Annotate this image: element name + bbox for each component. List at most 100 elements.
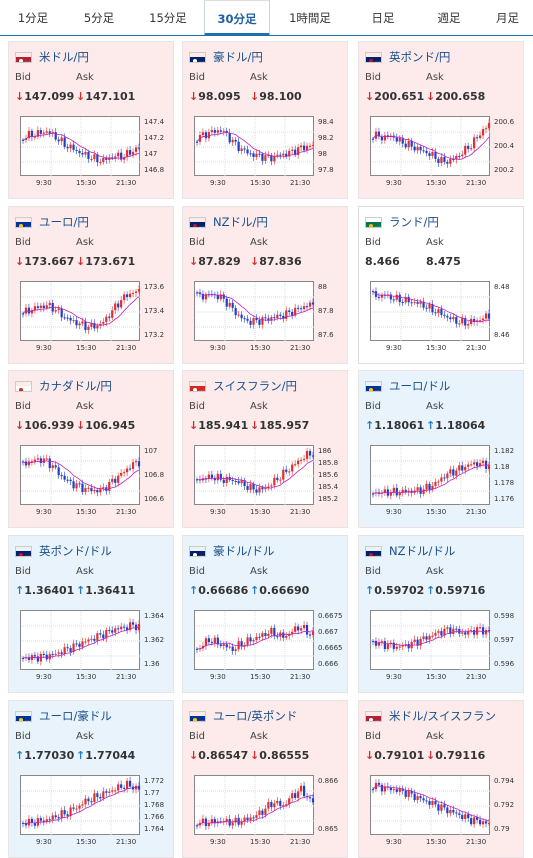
currency-card[interactable]: 英ポンド/ドル Bid Ask ↑1.36401 ↑1.36411 1.364 1.362 1… — [8, 535, 174, 693]
candle-body — [131, 292, 135, 294]
chart-plot — [20, 116, 141, 177]
arrow-down-icon: ↓ — [76, 419, 86, 432]
card-header: ユーロ/英ポンド — [189, 708, 297, 724]
candle-body — [467, 145, 470, 149]
pair-name[interactable]: カナダドル/円 — [39, 379, 112, 393]
y-tick-label: 87.8 — [318, 307, 334, 315]
pair-name[interactable]: ユーロ/英ポンド — [213, 709, 298, 723]
candle-body — [279, 800, 282, 806]
x-tick-label: 9:30 — [210, 508, 226, 516]
tab-6[interactable]: 週足 — [437, 11, 461, 25]
candle-body — [237, 141, 240, 151]
pair-name[interactable]: 米ドル/スイスフラン — [389, 709, 497, 723]
candle-body — [452, 628, 455, 634]
tab-3[interactable]: 30分足 — [204, 0, 270, 36]
price-chart[interactable]: 186 185.8 185.6 185.4 185.2 9:30 15:30 21:30 — [194, 445, 346, 519]
currency-card[interactable]: NZドル/ドル Bid Ask ↑0.59702 ↑0.59716 0.598 0.597 0… — [358, 535, 524, 693]
price-chart[interactable]: 98.4 98.2 98 97.8 9:30 15:30 21:30 — [194, 116, 346, 190]
currency-card[interactable]: 英ポンド/円 Bid Ask ↓200.651 ↓200.658 200.6 200.4 20… — [358, 41, 524, 199]
pair-name[interactable]: 英ポンド/円 — [389, 50, 451, 64]
price-chart[interactable]: 0.866 0.865 9:30 15:30 21:30 — [194, 775, 346, 849]
currency-card[interactable]: 米ドル/スイスフラン Bid Ask ↓0.79101 ↓0.79116 0.794 0.7… — [358, 700, 524, 858]
tab-4[interactable]: 1時間足 — [289, 11, 331, 25]
candle-body — [66, 317, 69, 319]
y-tick-label: 8.46 — [494, 331, 510, 339]
currency-card[interactable]: ユーロ/ドル Bid Ask ↑1.18061 ↑1.18064 1.182 1.18 1.1… — [358, 370, 524, 528]
arrow-up-icon: ↑ — [365, 419, 375, 432]
pair-name[interactable]: NZドル/円 — [213, 215, 268, 229]
candle-body — [434, 152, 437, 159]
tab-1[interactable]: 5分足 — [83, 11, 115, 25]
arrow-up-icon: ↑ — [189, 584, 199, 597]
candle-body — [258, 810, 261, 816]
pair-name[interactable]: ユーロ/ドル — [389, 379, 451, 393]
price-chart[interactable]: 1.182 1.18 1.178 1.176 9:30 15:30 21:30 — [370, 445, 522, 519]
candle-body — [114, 628, 117, 633]
candle-body — [240, 480, 243, 484]
candle-body — [476, 817, 479, 820]
candle-body — [464, 632, 467, 635]
currency-card[interactable]: NZドル/円 Bid Ask ↓87.829 ↓87.836 88 87.8 87.6 9:30… — [182, 206, 348, 364]
price-chart[interactable]: 0.598 0.597 0.596 9:30 15:30 21:30 — [370, 610, 522, 684]
currency-card[interactable]: カナダドル/円 Bid Ask ↓106.939 ↓106.945 107 106.8 106… — [8, 370, 174, 528]
ask-value: ↓0.86555 — [250, 749, 310, 762]
tab-5[interactable]: 日足 — [371, 11, 395, 25]
candle-body — [428, 801, 431, 805]
price-chart[interactable]: 8.48 8.46 9:30 15:30 21:30 — [370, 281, 522, 355]
tab-7[interactable]: 月足 — [496, 11, 519, 25]
candle-body — [440, 804, 443, 811]
candle-body — [195, 825, 199, 827]
pair-name[interactable]: NZドル/ドル — [389, 544, 456, 558]
candle-body — [371, 138, 375, 140]
candle-body — [78, 805, 81, 809]
pair-name[interactable]: 豪ドル/円 — [213, 50, 263, 64]
currency-card[interactable]: ランド/円 Bid Ask 8.466 8.475 8.48 8.46 9:30 15:30 21… — [358, 206, 524, 364]
candle-body — [27, 307, 31, 314]
candle-body — [51, 815, 54, 820]
candle-body — [222, 479, 225, 484]
price-chart[interactable]: 173.6 173.4 173.2 9:30 15:30 21:30 — [20, 281, 172, 355]
candle-body — [246, 817, 249, 821]
currency-card[interactable]: ユーロ/円 Bid Ask ↓173.667 ↓173.671 173.6 173.4 173… — [8, 206, 174, 364]
y-tick-label: 186 — [318, 447, 332, 455]
pair-name[interactable]: ユーロ/円 — [39, 215, 89, 229]
currency-card[interactable]: ユーロ/豪ドル Bid Ask ↑1.77030 ↑1.77044 1.772 1.77 1.… — [8, 700, 174, 858]
currency-card[interactable]: ユーロ/英ポンド Bid Ask ↓0.86547 ↓0.86555 0.866 0.865… — [182, 700, 348, 858]
currency-card[interactable]: 米ドル/円 Bid Ask ↓147.099 ↓147.101 147.4 147.2 147… — [8, 41, 174, 199]
candle-body — [102, 487, 105, 489]
currency-card[interactable]: スイスフラン/円 Bid Ask ↓185.941 ↓185.957 186 185.8 18… — [182, 370, 348, 528]
candle-body — [102, 322, 105, 324]
candle-body — [302, 785, 306, 797]
currency-card[interactable]: 豪ドル/円 Bid Ask ↓98.095 ↓98.100 98.4 98.2 98 97.8 9… — [182, 41, 348, 199]
price-chart[interactable]: 88 87.8 87.6 9:30 15:30 21:30 — [194, 281, 346, 355]
pair-name[interactable]: ランド/円 — [389, 215, 439, 229]
card-header: ユーロ/ドル — [365, 378, 450, 394]
candle-body — [484, 460, 488, 469]
flag-icon — [365, 710, 382, 722]
candle-body — [261, 810, 264, 815]
y-tick-label: 173.2 — [144, 331, 165, 339]
price-chart[interactable]: 147.4 147.2 147 146.8 9:30 15:30 21:30 — [20, 116, 172, 190]
price-chart[interactable]: 1.364 1.362 1.36 9:30 15:30 21:30 — [20, 610, 172, 684]
price-chart[interactable]: 0.794 0.792 0.79 9:30 15:30 21:30 — [370, 775, 522, 849]
price-chart[interactable]: 1.772 1.77 1.768 1.766 1.764 9:30 15:30 21:30 — [20, 775, 172, 849]
tab-2[interactable]: 15分足 — [149, 11, 187, 25]
pair-name[interactable]: ユーロ/豪ドル — [39, 709, 112, 723]
candle-body — [237, 817, 240, 825]
candle-body — [249, 483, 252, 490]
candle-body — [455, 470, 458, 476]
pair-name[interactable]: 米ドル/円 — [39, 50, 89, 64]
price-chart[interactable]: 107 106.8 106.6 9:30 15:30 21:30 — [20, 445, 172, 519]
bid-label: Bid — [15, 237, 31, 248]
currency-card[interactable]: 豪ドル/ドル Bid Ask ↑0.66686 ↑0.66690 0.6675 0.667 0… — [182, 535, 348, 693]
pair-name[interactable]: 英ポンド/ドル — [39, 544, 112, 558]
pair-name[interactable]: 豪ドル/ドル — [213, 544, 275, 558]
candle-body — [467, 814, 470, 819]
pair-name[interactable]: スイスフラン/円 — [213, 379, 298, 393]
candle-body — [120, 784, 123, 788]
price-chart[interactable]: 200.6 200.4 200.2 9:30 15:30 21:30 — [370, 116, 522, 190]
ask-value: ↑1.18064 — [426, 419, 486, 432]
candle-body — [120, 300, 123, 308]
tab-0[interactable]: 1分足 — [17, 11, 49, 25]
price-chart[interactable]: 0.6675 0.667 0.6665 0.666 9:30 15:30 21:30 — [194, 610, 346, 684]
